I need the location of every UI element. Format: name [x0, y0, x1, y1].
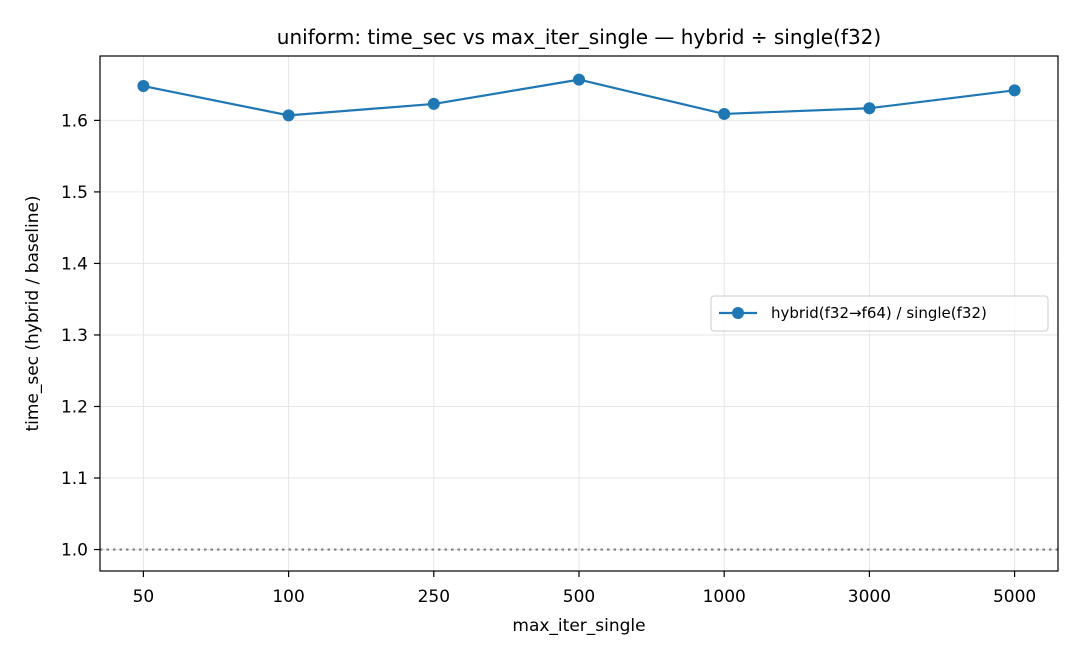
y-tick-label: 1.2: [61, 397, 88, 417]
x-tick-label: 5000: [993, 587, 1036, 607]
grid-layer: [100, 56, 1058, 571]
series-layer: [137, 73, 1021, 122]
data-point: [863, 102, 876, 115]
y-tick-label: 1.4: [61, 254, 88, 274]
y-tick-label: 1.0: [61, 541, 88, 561]
y-tick-label: 1.3: [61, 326, 88, 346]
tick-layer: 50 100 250 500 1000 3000 5000 1.0 1.1 1.2 1.3 1.4 1.…: [61, 111, 1036, 607]
data-point: [282, 109, 295, 122]
legend-marker-swatch: [732, 307, 744, 319]
y-tick-label: 1.1: [61, 469, 88, 489]
x-tick-label: 500: [563, 587, 595, 607]
chart-title: uniform: time_sec vs max_iter_single — h…: [277, 25, 881, 49]
data-point: [1008, 84, 1021, 97]
data-point: [573, 73, 585, 86]
x-tick-label: 250: [418, 587, 450, 607]
y-axis-label: time_sec (hybrid / baseline): [23, 195, 43, 431]
data-point: [718, 107, 731, 120]
x-axis-label: max_iter_single: [512, 616, 645, 636]
legend-box: [710, 295, 1049, 332]
data-point: [137, 80, 150, 93]
x-tick-label: 1000: [703, 587, 746, 607]
x-tick-label: 50: [133, 587, 155, 607]
data-point: [427, 97, 440, 110]
legend-label: hybrid(f32→f64) / single(f32): [771, 304, 987, 322]
legend: hybrid(f32→f64) / single(f32): [710, 295, 1049, 332]
x-tick-label: 3000: [848, 587, 891, 607]
x-tick-label: 100: [272, 587, 304, 607]
y-tick-label: 1.6: [61, 111, 88, 131]
y-tick-label: 1.5: [61, 183, 88, 203]
